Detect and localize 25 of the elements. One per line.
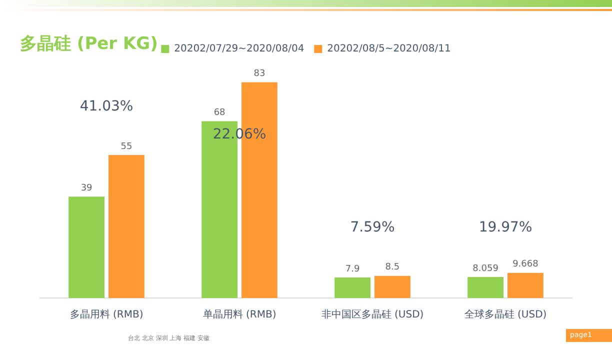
data-label: 83	[254, 69, 266, 80]
x-tick-label: 全球多晶硅 (USD)	[464, 308, 547, 321]
bar	[334, 277, 371, 298]
legend-label: 20202/07/29~2020/08/04	[174, 44, 304, 55]
bar	[507, 272, 544, 298]
data-label: 7.9	[345, 264, 360, 274]
data-label: 8.5	[385, 262, 400, 273]
annotation: 7.59%	[350, 220, 395, 236]
chart-title: 多晶硅 (Per KG)	[20, 33, 158, 55]
x-tick-label: 单晶用料 (RMB)	[202, 308, 276, 321]
x-tick-label: 非中国区多晶硅 (USD)	[321, 308, 424, 321]
data-label: 8.059	[472, 264, 499, 274]
annotation: 41.03%	[80, 98, 134, 115]
annotation: 19.97%	[478, 220, 532, 236]
bar	[68, 196, 105, 298]
data-label: 9.668	[512, 260, 539, 270]
data-label: 55	[120, 142, 132, 152]
legend-label: 20202/08/5~2020/08/11	[327, 44, 451, 55]
annotation: 22.06%	[212, 126, 266, 143]
bar	[374, 276, 410, 298]
data-label: 39	[80, 183, 93, 194]
data-label: 68	[214, 108, 226, 118]
bar	[468, 277, 504, 298]
bar	[108, 155, 144, 298]
x-tick-label: 多晶用料 (RMB)	[70, 308, 144, 321]
